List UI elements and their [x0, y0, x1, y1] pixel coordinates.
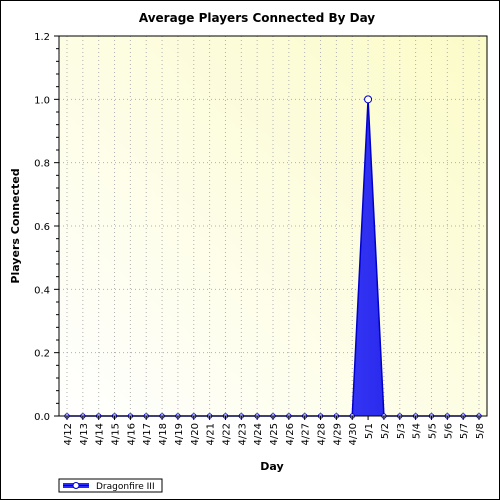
x-tick-label: 5/2: [380, 423, 391, 439]
x-tick-label: 4/23: [237, 423, 248, 445]
x-tick-label: 5/6: [443, 423, 454, 439]
x-tick-label: 4/12: [63, 423, 74, 445]
x-tick-label: 4/20: [190, 423, 201, 445]
y-tick-label: 0.6: [34, 222, 50, 233]
x-tick-label: 4/26: [285, 423, 296, 445]
x-tick-label: 5/4: [412, 423, 423, 439]
data-point: [364, 95, 373, 104]
x-tick-label: 4/24: [253, 423, 264, 445]
legend: Dragonfire III: [58, 478, 163, 493]
x-axis: 4/12 4/13 4/14 4/15 4/16 4/17 4/18 4/19 4/20 4/21…: [58, 35, 488, 445]
y-tick-label: 0.2: [34, 349, 50, 360]
x-tick-label: 5/8: [475, 423, 486, 439]
plot-border: [58, 35, 488, 417]
x-tick-label: 5/7: [459, 423, 470, 439]
x-tick-label: 4/14: [95, 423, 106, 445]
x-tick-label: 4/21: [206, 423, 217, 445]
legend-label: Dragonfire III: [96, 482, 155, 492]
x-tick-label: 5/1: [364, 423, 375, 439]
x-tick-label: 4/28: [317, 423, 328, 445]
x-tick-label: 4/25: [269, 423, 280, 445]
y-axis-title: Players Connected: [9, 168, 22, 283]
x-tick-label: 4/27: [301, 423, 312, 445]
x-tick-label: 5/3: [396, 423, 407, 439]
y-axis: 0.0 0.2 0.4 0.6 0.8 1.0 1.2: [34, 32, 59, 423]
y-tick-label: 1.0: [34, 95, 50, 106]
legend-marker: [72, 482, 80, 489]
x-tick-label: 4/29: [332, 423, 343, 445]
chart-title: Average Players Connected By Day: [139, 11, 375, 25]
legend-box: [58, 478, 163, 493]
x-tick-label: 5/5: [427, 423, 438, 439]
x-tick-label: 4/30: [348, 423, 359, 445]
x-tick-label: 4/18: [158, 423, 169, 445]
y-tick-label: 0.4: [34, 285, 50, 296]
y-tick-label: 1.2: [34, 32, 50, 43]
y-tick-label: 0.0: [34, 412, 50, 423]
x-tick-label: 4/19: [174, 423, 185, 445]
x-tick-label: 4/13: [79, 423, 90, 445]
x-tick-label: 4/22: [221, 423, 232, 445]
y-tick-label: 0.8: [34, 159, 50, 170]
series-area-fill: [67, 99, 479, 416]
x-axis-title: Day: [260, 460, 283, 473]
x-tick-label: 4/17: [142, 423, 153, 445]
x-tick-label: 4/15: [111, 423, 122, 445]
x-tick-label: 4/16: [126, 423, 137, 445]
